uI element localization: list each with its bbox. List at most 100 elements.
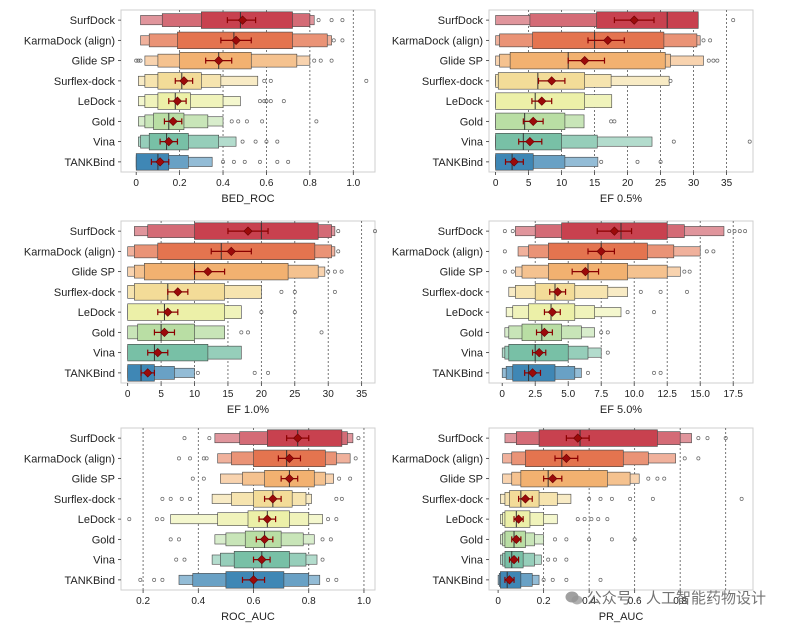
outlier-point bbox=[502, 229, 507, 234]
wechat-icon bbox=[565, 591, 583, 605]
x-tick-label: 30 bbox=[323, 389, 335, 400]
outlier-point bbox=[319, 330, 324, 335]
outlier-point bbox=[314, 119, 319, 124]
x-tick-label: 30 bbox=[688, 178, 700, 189]
outlier-point bbox=[334, 577, 339, 582]
category-label: Gold bbox=[460, 327, 483, 339]
x-tick-label: 15 bbox=[222, 389, 234, 400]
category-label: LeDock bbox=[78, 514, 116, 526]
x-tick-label: 0.6 bbox=[259, 178, 273, 189]
mean-marker bbox=[153, 348, 163, 358]
outlier-point bbox=[337, 476, 342, 481]
x-tick-label: 0 bbox=[495, 596, 501, 607]
mean-marker bbox=[173, 287, 183, 297]
outlier-point bbox=[257, 99, 262, 104]
x-tick-label: 15 bbox=[589, 178, 601, 189]
mean-marker bbox=[203, 267, 213, 277]
outlier-point bbox=[655, 476, 660, 481]
outlier-point bbox=[174, 557, 179, 562]
outlier-point bbox=[179, 496, 184, 501]
x-tick-label: 17.5 bbox=[723, 389, 743, 400]
category-label: LeDock bbox=[446, 514, 484, 526]
outlier-point bbox=[264, 99, 269, 104]
outlier-point bbox=[348, 476, 353, 481]
category-label: Surflex-dock bbox=[54, 494, 116, 506]
mean-marker bbox=[163, 307, 173, 317]
x-tick-label: 0.8 bbox=[303, 178, 317, 189]
category-label: Surflex-dock bbox=[422, 76, 484, 88]
outlier-point bbox=[705, 436, 710, 441]
outlier-point bbox=[160, 517, 165, 522]
mean-marker bbox=[168, 116, 178, 126]
outlier-point bbox=[586, 370, 590, 375]
x-tick-label: 10 bbox=[189, 389, 201, 400]
x-tick-label: 0.4 bbox=[582, 596, 596, 607]
outlier-point bbox=[332, 269, 337, 274]
outlier-point bbox=[257, 159, 262, 164]
x-tick-label: 10.0 bbox=[624, 389, 644, 400]
outlier-point bbox=[320, 557, 325, 562]
outlier-point bbox=[201, 476, 206, 481]
category-label: SurfDock bbox=[438, 433, 484, 445]
x-tick-label: 0 bbox=[133, 178, 139, 189]
category-label: Gold bbox=[92, 327, 115, 339]
outlier-point bbox=[340, 18, 345, 23]
outlier-point bbox=[182, 557, 187, 562]
x-tick-label: 25 bbox=[655, 178, 667, 189]
x-tick-label: 0.4 bbox=[216, 178, 230, 189]
outlier-point bbox=[188, 456, 192, 461]
mean-marker bbox=[214, 56, 224, 66]
outlier-point bbox=[582, 517, 587, 522]
outlier-point bbox=[268, 99, 273, 104]
chart-panel-5: SurfDock KarmaDock (align) Glide SP Surflex… bbox=[24, 427, 376, 623]
category-label: SurfDock bbox=[438, 15, 484, 27]
outlier-point bbox=[356, 436, 361, 441]
category-label: Surflex-dock bbox=[422, 494, 484, 506]
outlier-point bbox=[279, 289, 284, 294]
category-label: TANKBind bbox=[432, 575, 483, 587]
mean-marker bbox=[284, 474, 295, 484]
outlier-point bbox=[286, 159, 291, 164]
outlier-point bbox=[685, 289, 689, 294]
outlier-point bbox=[687, 269, 692, 274]
category-label: Vina bbox=[93, 348, 116, 360]
outlier-point bbox=[334, 517, 339, 522]
outlier-point bbox=[696, 436, 701, 441]
outlier-point bbox=[731, 18, 736, 23]
outlier-point bbox=[510, 229, 515, 234]
category-label: SurfDock bbox=[70, 15, 116, 27]
chart-panel-2: SurfDock KarmaDock (align) Glide SP Surflex… bbox=[392, 9, 754, 205]
category-label: KarmaDock (align) bbox=[24, 35, 115, 47]
outlier-point bbox=[244, 119, 249, 124]
outlier-point bbox=[589, 517, 594, 522]
category-label: Glide SP bbox=[72, 267, 115, 279]
outlier-point bbox=[334, 496, 339, 501]
outlier-point bbox=[632, 537, 637, 542]
outlier-point bbox=[326, 517, 331, 522]
x-tick-label: 10 bbox=[556, 178, 568, 189]
mean-marker bbox=[179, 76, 189, 86]
outlier-point bbox=[598, 577, 603, 582]
mean-marker bbox=[547, 76, 557, 86]
mean-marker bbox=[573, 433, 583, 443]
outlier-point bbox=[182, 436, 187, 441]
outlier-point bbox=[650, 496, 655, 501]
outlier-point bbox=[605, 350, 610, 355]
x-tick-label: 0.6 bbox=[247, 596, 261, 607]
chart-panel-3: SurfDock KarmaDock (align) Glide SP Surflex… bbox=[24, 220, 377, 416]
mean-marker bbox=[509, 157, 519, 167]
outlier-point bbox=[281, 99, 286, 104]
mean-marker bbox=[520, 494, 531, 504]
x-tick-label: 5 bbox=[526, 178, 532, 189]
outlier-point bbox=[635, 159, 640, 164]
mean-marker bbox=[537, 96, 547, 106]
outlier-point bbox=[662, 476, 667, 481]
outlier-point bbox=[188, 496, 192, 501]
category-label: LeDock bbox=[446, 96, 484, 108]
category-label: Glide SP bbox=[440, 474, 483, 486]
outlier-point bbox=[252, 370, 257, 375]
outlier-point bbox=[658, 289, 663, 294]
outlier-point bbox=[553, 557, 557, 562]
outlier-point bbox=[638, 289, 643, 294]
